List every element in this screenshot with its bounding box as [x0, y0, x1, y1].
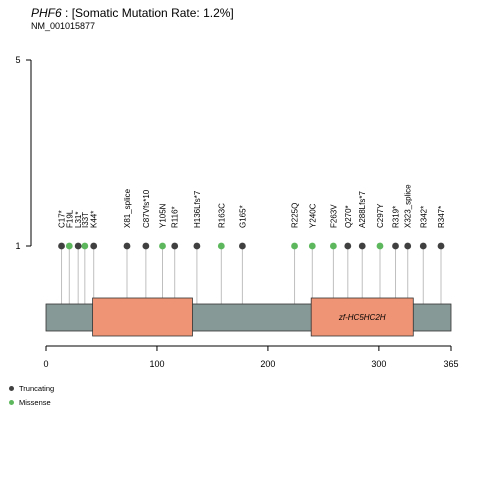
mutation-label: X81_splice [123, 188, 132, 228]
mutation-point [329, 242, 337, 250]
mutation-label: R225Q [291, 203, 300, 228]
mutation-label: Q270* [344, 205, 353, 228]
mutation-point [376, 242, 384, 250]
mutation-point [392, 242, 399, 250]
mutation-label: C87Vfs*10 [142, 189, 151, 228]
mutation-point [419, 242, 427, 250]
mutation-stems [61, 246, 442, 304]
mutation-point [81, 242, 89, 250]
legend-truncating-label: Truncating [19, 384, 55, 393]
mutation-point [238, 242, 246, 250]
domain-box [92, 297, 193, 337]
mutation-point [123, 242, 131, 250]
mutation-point [344, 242, 352, 250]
mutation-label: H136Lfs*7 [193, 190, 202, 228]
mutation-label: I33T [81, 212, 90, 228]
mutation-rate-text: : [Somatic Mutation Rate: 1.2%] [61, 6, 234, 20]
mutation-point [217, 242, 225, 250]
mutation-point [437, 242, 445, 250]
mutation-label: R116* [171, 206, 180, 228]
mutation-point [142, 242, 150, 250]
truncating-dot-icon [9, 385, 14, 391]
y-axis: 15 [15, 55, 32, 251]
x-tick-label: 365 [443, 359, 458, 369]
transcript-id: NM_001015877 [31, 21, 96, 31]
gene-name: PHF6 [31, 6, 62, 20]
mutation-label: K44* [90, 211, 99, 228]
mutation-point [90, 242, 98, 250]
legend-missense-label: Missense [19, 398, 51, 407]
mutation-point [193, 242, 201, 250]
chart-title: PHF6 : [Somatic Mutation Rate: 1.2%] [31, 6, 234, 20]
mutation-point [58, 242, 65, 250]
mutation-label: C17* [58, 210, 67, 228]
mutation-labels: C17*F19L L31*I33T K44* X81_splice C87Vfs*10 Y… [58, 184, 446, 228]
mutation-point [308, 242, 316, 250]
mutation-point [74, 242, 82, 250]
mutation-label: R163C [217, 203, 226, 228]
mutation-point [171, 242, 179, 250]
mutation-label: R342* [419, 206, 428, 228]
mutation-label: R319* [392, 206, 401, 228]
x-tick-label: 100 [149, 359, 164, 369]
mutation-label: R347* [437, 206, 446, 228]
mutation-point [291, 242, 298, 250]
mutation-point [159, 242, 166, 250]
x-tick-label: 200 [260, 359, 275, 369]
protein-track: zf-HC5HC2H [45, 297, 452, 337]
legend-missense: Missense [9, 398, 51, 407]
x-tick-label: 0 [43, 359, 48, 369]
mutation-point [358, 242, 366, 250]
mutation-label: X323_splice [404, 184, 413, 228]
domain-box [310, 297, 414, 337]
x-axis: 0 100 200 300 365 [43, 345, 459, 369]
mutation-label: A288Lfs*7 [358, 191, 367, 228]
mutation-label: Y240C [308, 203, 317, 228]
mutation-label: G165* [238, 205, 247, 228]
y-tick-label: 1 [15, 241, 20, 251]
mutation-label: L31* [74, 212, 83, 228]
domain-label: zf-HC5HC2H [338, 313, 386, 322]
mutation-points [58, 242, 445, 250]
legend-truncating: Truncating [9, 384, 54, 393]
missense-dot-icon [9, 399, 14, 405]
mutation-point [65, 242, 73, 250]
mutation-label: C297Y [376, 203, 385, 228]
mutation-label: Y105N [159, 203, 168, 228]
x-tick-label: 300 [371, 359, 386, 369]
mutation-point [404, 242, 412, 250]
mutation-label: F19L [65, 209, 74, 228]
y-tick-label: 5 [15, 55, 20, 65]
mutation-label: F263V [329, 204, 338, 228]
